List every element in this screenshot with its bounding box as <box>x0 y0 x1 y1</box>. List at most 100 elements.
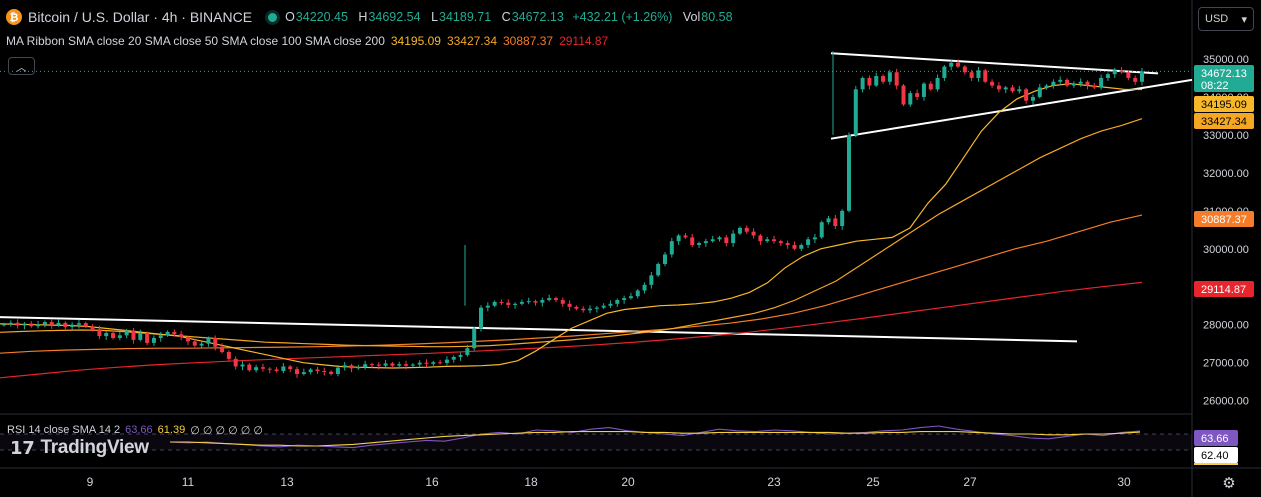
candle <box>642 284 647 291</box>
candle <box>308 369 313 373</box>
y-tick-label: 32000.00 <box>1203 168 1249 180</box>
candle <box>444 359 449 364</box>
candle <box>1010 87 1015 92</box>
bitcoin-icon[interactable]: ₿ <box>6 9 22 25</box>
candle <box>962 66 967 73</box>
rsi-legend[interactable]: RSI 14 close SMA 14 2 63.66 61.39 ∅ ∅ ∅ … <box>7 424 263 437</box>
candle <box>151 337 156 343</box>
sma100-value: 30887.37 <box>503 34 554 48</box>
candle <box>1126 72 1131 78</box>
candle <box>935 77 940 90</box>
candle <box>792 244 797 249</box>
candle <box>942 66 947 78</box>
collapse-legend-button[interactable]: ︿ <box>8 57 35 75</box>
candle <box>240 364 245 367</box>
x-tick-label: 25 <box>866 475 880 489</box>
candle <box>513 303 518 305</box>
candle <box>567 303 572 307</box>
candle <box>990 81 995 86</box>
open-value: 34220.45 <box>295 10 348 24</box>
trendline <box>830 52 1159 75</box>
volume-value: 80.58 <box>701 10 733 24</box>
x-tick-label: 11 <box>182 475 195 489</box>
candle <box>36 324 41 327</box>
trendline <box>0 316 1078 343</box>
candle <box>104 333 109 337</box>
candle <box>669 241 674 255</box>
candle <box>1003 87 1008 90</box>
candle <box>594 307 599 309</box>
symbol-header: ₿ Bitcoin / U.S. Dollar · 4h · BINANCE O… <box>6 7 734 27</box>
chevron-down-icon: ▾ <box>1241 13 1247 26</box>
price-label-box <box>1194 281 1254 297</box>
candle <box>117 335 122 338</box>
time-axis[interactable]: 9 11 13 16 18 20 23 25 27 30 <box>87 475 1131 489</box>
candle <box>356 367 361 369</box>
candle <box>76 323 81 325</box>
candle <box>390 363 395 366</box>
candlestick-series <box>2 51 1144 378</box>
market-status-icon[interactable] <box>268 12 278 22</box>
candle <box>506 302 511 305</box>
price-label-text: 30887.37 <box>1201 214 1247 226</box>
candle <box>288 366 293 370</box>
symbol-title[interactable]: Bitcoin / U.S. Dollar · 4h · BINANCE <box>28 9 253 25</box>
candle <box>901 85 906 105</box>
candle <box>703 241 708 244</box>
candle <box>608 303 613 306</box>
sma50-value: 33427.34 <box>446 34 497 48</box>
candle <box>8 322 13 325</box>
y-tick-label: 28000.00 <box>1203 320 1249 332</box>
ma-ribbon-legend[interactable]: MA Ribbon SMA close 20 SMA close 50 SMA … <box>6 34 608 48</box>
candle <box>206 337 211 344</box>
candle <box>499 301 504 303</box>
candle <box>363 364 368 368</box>
candle <box>479 307 484 329</box>
candle <box>819 222 824 238</box>
candle <box>1078 81 1083 84</box>
candle <box>574 306 579 309</box>
price-label-text: 29114.87 <box>1201 284 1246 296</box>
x-tick-label: 9 <box>87 475 94 489</box>
candle <box>492 301 497 306</box>
candle <box>342 365 347 368</box>
candle <box>1105 74 1110 78</box>
candle <box>649 275 654 285</box>
currency-label: USD <box>1205 13 1229 25</box>
candle <box>1037 87 1042 97</box>
candle <box>56 322 61 326</box>
y-tick-label: 35000.00 <box>1203 54 1249 66</box>
candle <box>540 300 545 303</box>
candle <box>335 367 340 375</box>
candle <box>383 363 388 366</box>
gear-icon[interactable]: ⚙ <box>1222 474 1236 492</box>
price-label-countdown: 08:22 <box>1201 80 1229 92</box>
candle <box>1071 83 1076 86</box>
tradingview-logo[interactable]: 17 TradingView <box>10 437 149 459</box>
tradingview-logo-icon: 17 <box>10 437 35 459</box>
currency-selector[interactable]: USD ▾ <box>1198 7 1254 31</box>
candle <box>956 62 961 67</box>
candle <box>921 83 926 97</box>
price-label-box <box>1194 113 1254 129</box>
sma200-value: 29114.87 <box>559 34 609 48</box>
candle <box>1017 89 1022 92</box>
candle <box>915 93 920 97</box>
candle <box>949 62 954 67</box>
candle <box>683 235 688 238</box>
candle <box>1030 96 1035 101</box>
candle <box>881 76 886 82</box>
candle <box>124 330 129 336</box>
candle <box>840 210 845 226</box>
candle <box>485 305 490 308</box>
rsi-sma-label-text: 62.40 <box>1201 450 1229 462</box>
candle <box>376 364 381 366</box>
candle <box>254 367 259 371</box>
x-tick-label: 16 <box>425 475 439 489</box>
candle <box>220 346 225 353</box>
candle <box>15 322 20 326</box>
rsi-sma-line <box>170 431 1141 447</box>
candle <box>29 323 34 327</box>
